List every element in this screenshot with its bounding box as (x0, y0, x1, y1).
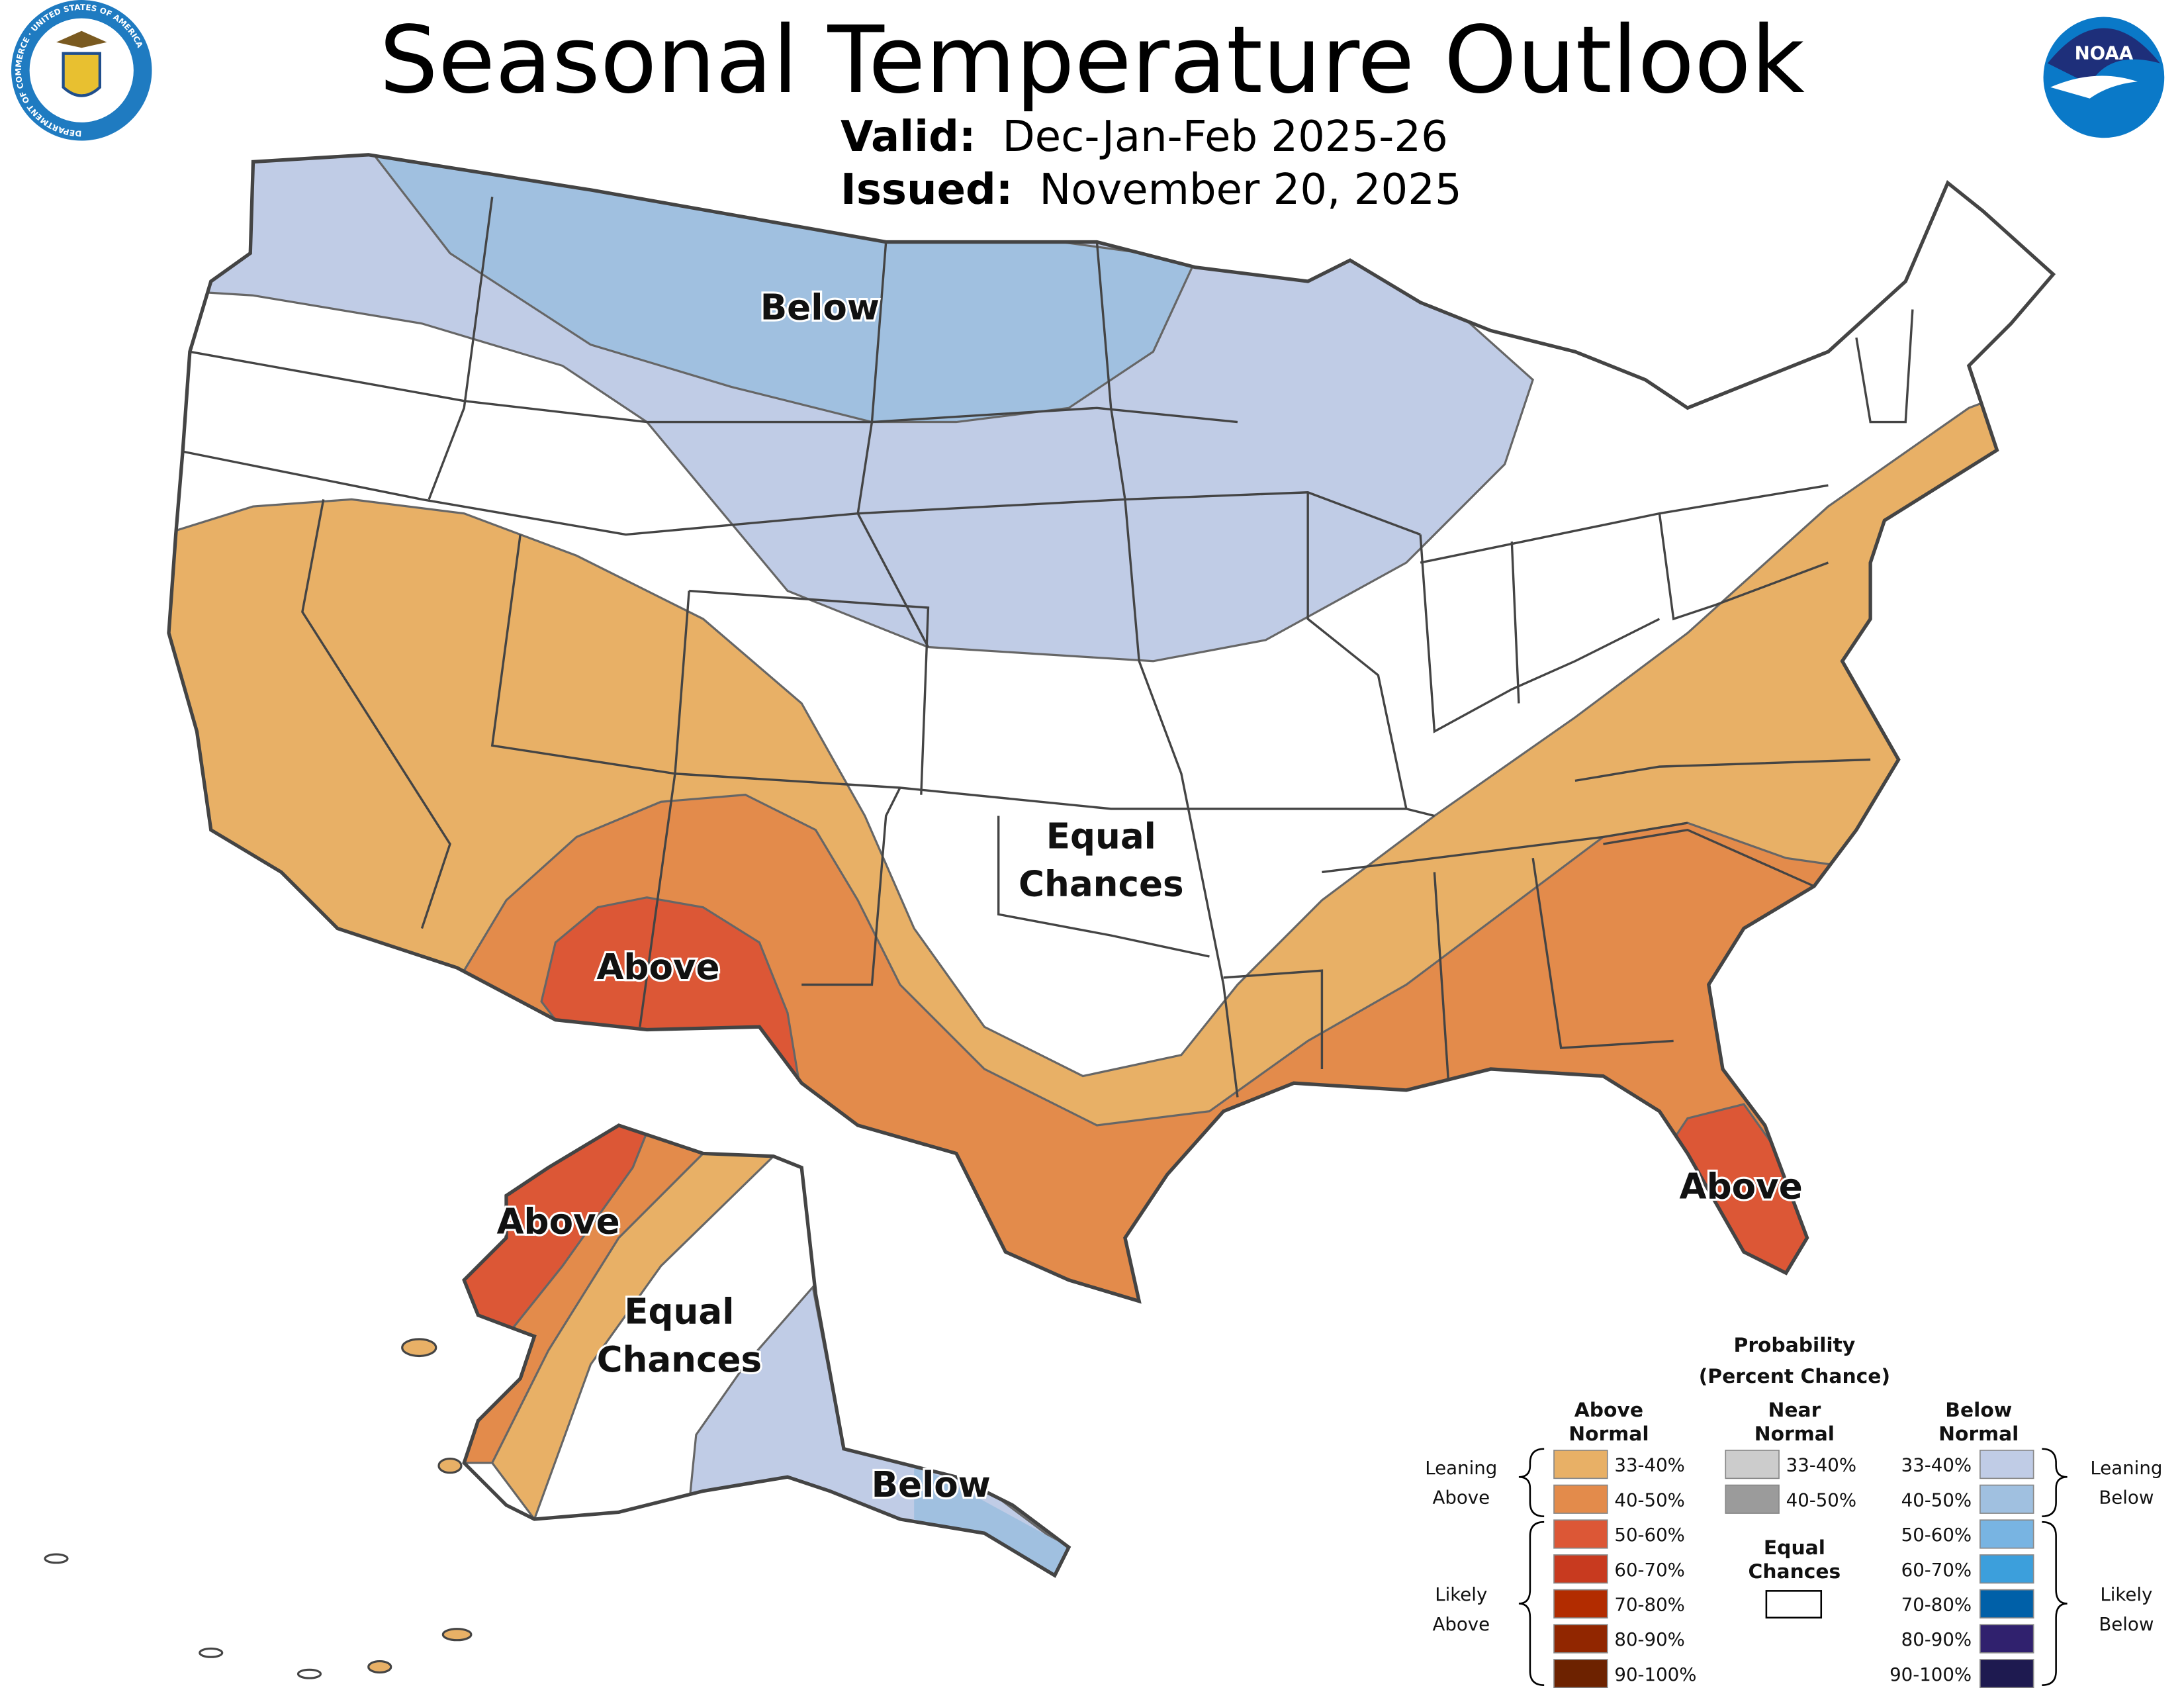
legend-below-range-label: 80-90% (1901, 1628, 1972, 1650)
valid-label: Valid: (841, 113, 976, 162)
legend-col-below-2: Normal (1938, 1423, 2019, 1446)
legend-above-range-label: 33-40% (1614, 1454, 1684, 1476)
valid-value: Dec-Jan-Feb 2025-26 (1002, 113, 1448, 162)
legend-below-swatch (1979, 1484, 2034, 1514)
legend: Probability (Percent Chance) Above Norma… (1425, 1334, 2162, 1688)
legend-near-swatch (1725, 1449, 1780, 1479)
legend-likely-above-2: Above (1432, 1613, 1490, 1635)
legend-above-swatch (1553, 1554, 1608, 1584)
legend-near-range-label: 40-50% (1786, 1489, 1856, 1511)
legend-above-range-label: 50-60% (1614, 1524, 1684, 1546)
below-40-50-area (366, 154, 1197, 424)
legend-below-swatches: 33-40% 40-50% 50-60% 60-70% 70-80% 80-90% 90-1… (1889, 1449, 2034, 1688)
legend-equal-swatch (1765, 1590, 1823, 1618)
noaa-logo-text: NOAA (2075, 42, 2134, 64)
legend-title-1: Probability (1734, 1334, 1856, 1357)
legend-col-near-1: Near (1768, 1399, 1821, 1422)
issued-line: Issued: November 20, 2025 (841, 165, 1462, 214)
legend-above-range-label: 70-80% (1614, 1594, 1684, 1616)
commerce-seal-logo: DEPARTMENT OF COMMERCE · UNITED STATES O… (11, 0, 152, 141)
legend-leaning-below-1: Leaning (2090, 1457, 2162, 1479)
label-ak-below: Below (872, 1464, 991, 1505)
legend-below-range-label: 40-50% (1901, 1489, 1972, 1511)
legend-below-swatch (1979, 1589, 2034, 1618)
legend-col-above-1: Above (1574, 1399, 1643, 1422)
legend-above-range-label: 40-50% (1614, 1489, 1684, 1511)
aleutian-islands (44, 1338, 473, 1679)
issued-label: Issued: (841, 165, 1013, 214)
legend-above-swatch (1553, 1449, 1608, 1479)
label-ak-above: Above (496, 1201, 619, 1243)
label-conus-below: Below (760, 287, 880, 328)
legend-above-range-label: 90-100% (1614, 1664, 1696, 1685)
legend-above-swatch (1553, 1624, 1608, 1654)
noaa-logo: NOAA (2043, 17, 2165, 138)
legend-col-near-2: Normal (1754, 1423, 1835, 1446)
legend-near-range-label: 33-40% (1786, 1454, 1856, 1476)
label-conus-above-sw: Above (596, 947, 719, 988)
label-conus-equal-1: Equal (1046, 816, 1156, 857)
legend-below-range-label: 70-80% (1901, 1594, 1972, 1616)
legend-braces (1518, 1448, 2068, 1686)
state-borders (175, 197, 1914, 1098)
issued-value: November 20, 2025 (1039, 165, 1462, 214)
legend-col-above-2: Normal (1569, 1423, 1649, 1446)
legend-above-swatch (1553, 1659, 1608, 1688)
legend-col-below-1: Below (1945, 1399, 2012, 1422)
legend-above-swatches: 33-40% 40-50% 50-60% 60-70% 70-80% 80-90% 90-1… (1553, 1449, 1696, 1688)
legend-above-range-label: 80-90% (1614, 1628, 1684, 1650)
label-conus-above-fl: Above (1680, 1166, 1803, 1207)
legend-title-2: (Percent Chance) (1699, 1365, 1890, 1388)
legend-above-range-label: 60-70% (1614, 1559, 1684, 1581)
legend-below-swatch (1979, 1659, 2034, 1688)
legend-below-swatch (1979, 1449, 2034, 1479)
legend-near-swatches: 33-40% 40-50% (1725, 1449, 1856, 1514)
legend-above-swatch (1553, 1589, 1608, 1618)
legend-below-swatch (1979, 1624, 2034, 1654)
legend-likely-above-1: Likely (1435, 1583, 1487, 1605)
legend-below-range-label: 60-70% (1901, 1559, 1972, 1581)
legend-near-swatch (1725, 1484, 1780, 1514)
legend-equal-2: Chances (1749, 1560, 1841, 1583)
legend-below-range-label: 50-60% (1901, 1524, 1972, 1546)
legend-leaning-above-1: Leaning (1425, 1457, 1497, 1479)
label-ak-equal-2: Chances (597, 1339, 762, 1380)
legend-above-swatch (1553, 1484, 1608, 1514)
legend-below-swatch (1979, 1519, 2034, 1549)
label-ak-equal-1: Equal (624, 1291, 734, 1333)
legend-equal-1: Equal (1764, 1536, 1825, 1560)
legend-below-swatch (1979, 1554, 2034, 1584)
legend-leaning-below-2: Below (2099, 1487, 2154, 1509)
legend-leaning-above-2: Above (1432, 1487, 1490, 1509)
legend-likely-below-1: Likely (2100, 1583, 2152, 1605)
legend-below-range-label: 90-100% (1889, 1664, 1972, 1685)
page-title: Seasonal Temperature Outlook (379, 7, 1805, 115)
legend-likely-below-2: Below (2099, 1613, 2154, 1635)
legend-below-range-label: 33-40% (1901, 1454, 1972, 1476)
ak-below-40-50-area (914, 1462, 1069, 1575)
valid-line: Valid: Dec-Jan-Feb 2025-26 (841, 113, 1448, 162)
legend-above-swatch (1553, 1519, 1608, 1549)
label-conus-equal-2: Chances (1019, 864, 1184, 905)
